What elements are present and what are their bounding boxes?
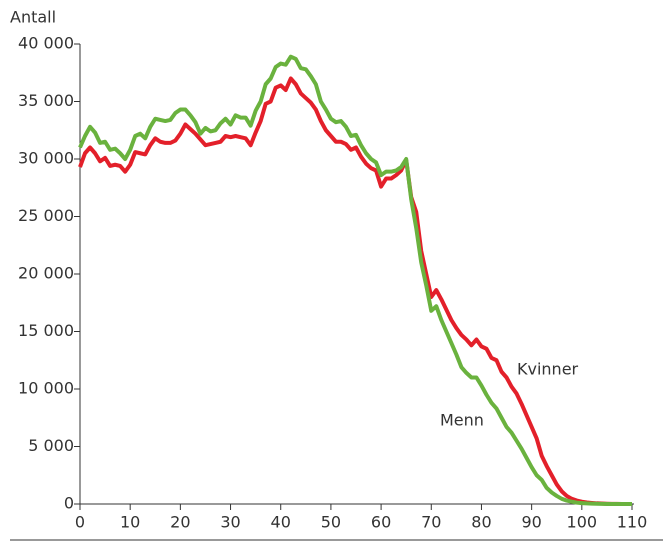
x-tick-label: 10 xyxy=(120,513,140,532)
y-tick-label: 25 000 xyxy=(18,206,74,225)
x-tick-label: 80 xyxy=(471,513,491,532)
x-tick-label: 40 xyxy=(271,513,291,532)
annotation: Menn xyxy=(440,411,484,430)
series-line xyxy=(78,54,632,506)
y-axis-label: Antall xyxy=(10,8,56,27)
y-tick-label: 10 000 xyxy=(18,379,74,398)
y-tick-label: 0 xyxy=(64,494,74,513)
y-tick-label: 15 000 xyxy=(18,321,74,340)
y-tick-label: 20 000 xyxy=(18,264,74,283)
x-tick-label: 90 xyxy=(521,513,541,532)
series-line xyxy=(78,76,633,506)
x-tick-label: 100 xyxy=(567,513,598,532)
y-tick-label: 40 000 xyxy=(18,34,74,53)
annotation: Kvinner xyxy=(517,360,579,379)
y-tick-label: 30 000 xyxy=(18,149,74,168)
x-tick-label: 30 xyxy=(220,513,240,532)
x-tick-label: 110 xyxy=(617,513,648,532)
x-tick-label: 50 xyxy=(321,513,341,532)
x-tick-label: 0 xyxy=(75,513,85,532)
x-tick-label: 20 xyxy=(170,513,190,532)
x-tick-label: 60 xyxy=(371,513,391,532)
y-tick-label: 35 000 xyxy=(18,91,74,110)
x-tick-label: 70 xyxy=(421,513,441,532)
y-tick-label: 5 000 xyxy=(28,436,74,455)
